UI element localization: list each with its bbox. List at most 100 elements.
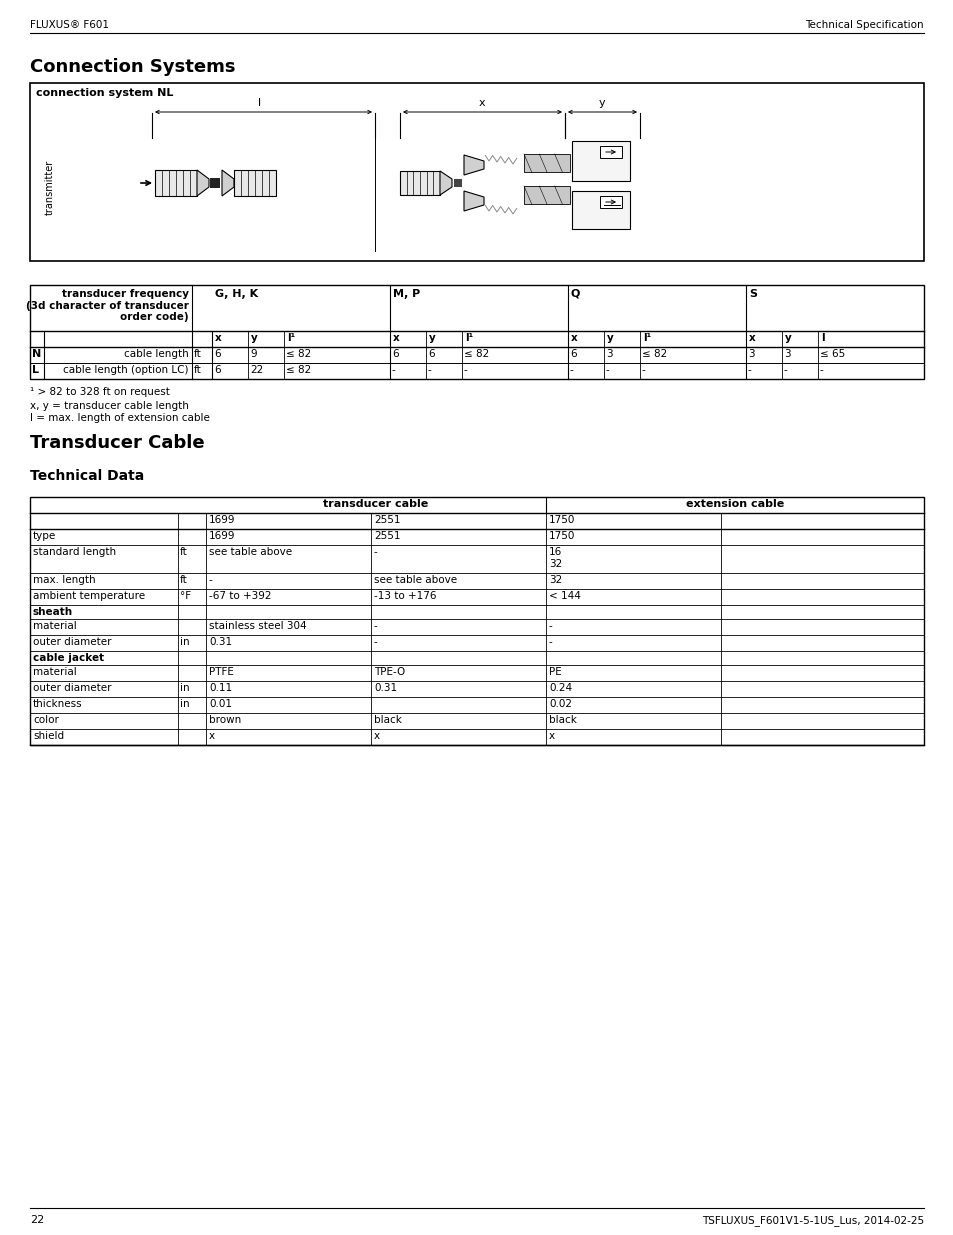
- Text: Connection Systems: Connection Systems: [30, 58, 235, 77]
- Text: connection system NL: connection system NL: [36, 88, 173, 98]
- Text: in: in: [180, 683, 190, 693]
- Text: l: l: [258, 98, 261, 107]
- Text: outer diameter: outer diameter: [33, 683, 112, 693]
- Text: l¹: l¹: [642, 333, 651, 343]
- Polygon shape: [439, 170, 452, 195]
- Text: cable jacket: cable jacket: [33, 653, 104, 663]
- Text: 1750: 1750: [548, 531, 575, 541]
- Bar: [30, 83, 923, 261]
- Bar: [399, 170, 439, 195]
- Text: black: black: [548, 715, 577, 725]
- Text: x, y = transducer cable length: x, y = transducer cable length: [30, 401, 189, 411]
- Text: brown: brown: [209, 715, 241, 725]
- Polygon shape: [196, 170, 209, 196]
- Text: -: -: [374, 637, 377, 647]
- Text: 0.31: 0.31: [374, 683, 396, 693]
- Text: 1699: 1699: [209, 515, 235, 525]
- Text: material: material: [33, 621, 76, 631]
- Text: y: y: [606, 333, 613, 343]
- Text: 0.01: 0.01: [209, 699, 232, 709]
- Text: y: y: [251, 333, 257, 343]
- Text: thickness: thickness: [33, 699, 83, 709]
- Text: -: -: [463, 366, 467, 375]
- Text: ≤ 82: ≤ 82: [286, 350, 311, 359]
- Text: 6: 6: [213, 366, 220, 375]
- Text: -: -: [548, 621, 552, 631]
- Text: 0.11: 0.11: [209, 683, 232, 693]
- Text: -: -: [820, 366, 822, 375]
- Text: -: -: [374, 621, 377, 631]
- Text: in: in: [180, 637, 190, 647]
- Text: 1699: 1699: [209, 531, 235, 541]
- Text: cable length (option LC): cable length (option LC): [64, 366, 189, 375]
- Text: l: l: [821, 333, 823, 343]
- Bar: [572, 191, 629, 228]
- Text: -: -: [428, 366, 432, 375]
- Text: < 144: < 144: [548, 592, 580, 601]
- Text: -67 to +392: -67 to +392: [209, 592, 272, 601]
- Text: TPE-O: TPE-O: [374, 667, 405, 677]
- Bar: [523, 186, 569, 204]
- Text: 22: 22: [30, 1215, 44, 1225]
- Text: °F: °F: [180, 592, 191, 601]
- Bar: [599, 196, 621, 207]
- Text: -: -: [783, 366, 787, 375]
- Text: x: x: [374, 731, 379, 741]
- Text: TSFLUXUS_F601V1-5-1US_Lus, 2014-02-25: TSFLUXUS_F601V1-5-1US_Lus, 2014-02-25: [701, 1215, 923, 1226]
- Text: -: -: [569, 366, 573, 375]
- Text: 32: 32: [548, 559, 561, 569]
- Text: S: S: [748, 289, 757, 299]
- Text: -: -: [209, 576, 213, 585]
- Bar: [572, 141, 629, 182]
- Text: type: type: [33, 531, 56, 541]
- Text: -: -: [374, 547, 377, 557]
- Text: L: L: [32, 366, 39, 375]
- Text: 6: 6: [428, 350, 435, 359]
- Bar: [30, 496, 923, 745]
- Text: x: x: [548, 731, 555, 741]
- Bar: [523, 154, 569, 172]
- Text: 0.02: 0.02: [548, 699, 572, 709]
- Text: transducer frequency
(3d character of transducer
order code): transducer frequency (3d character of tr…: [26, 289, 189, 322]
- Text: stainless steel 304: stainless steel 304: [209, 621, 306, 631]
- Text: ≤ 82: ≤ 82: [286, 366, 311, 375]
- Text: in: in: [180, 699, 190, 709]
- Text: 16: 16: [548, 547, 561, 557]
- Text: ambient temperature: ambient temperature: [33, 592, 145, 601]
- Text: 32: 32: [548, 576, 561, 585]
- Text: standard length: standard length: [33, 547, 116, 557]
- Text: 6: 6: [213, 350, 220, 359]
- Text: transmitter: transmitter: [45, 159, 55, 215]
- Bar: [454, 179, 461, 186]
- Text: Transducer Cable: Transducer Cable: [30, 433, 204, 452]
- Text: y: y: [784, 333, 791, 343]
- Text: outer diameter: outer diameter: [33, 637, 112, 647]
- Text: -: -: [392, 366, 395, 375]
- Text: sheath: sheath: [33, 606, 73, 618]
- Text: ft: ft: [180, 576, 188, 585]
- Bar: [210, 178, 220, 188]
- Text: cable length: cable length: [124, 350, 189, 359]
- Text: shield: shield: [33, 731, 64, 741]
- Text: ¹ > 82 to 328 ft on request: ¹ > 82 to 328 ft on request: [30, 387, 170, 396]
- Text: -: -: [605, 366, 609, 375]
- Text: PE: PE: [548, 667, 561, 677]
- Bar: [599, 146, 621, 158]
- Text: Technical Specification: Technical Specification: [804, 20, 923, 30]
- Text: M, P: M, P: [393, 289, 420, 299]
- Text: l = max. length of extension cable: l = max. length of extension cable: [30, 412, 210, 424]
- Text: y: y: [598, 98, 604, 107]
- Text: material: material: [33, 667, 76, 677]
- Text: max. length: max. length: [33, 576, 95, 585]
- Text: ft: ft: [193, 366, 201, 375]
- Text: ≤ 65: ≤ 65: [820, 350, 844, 359]
- Text: -: -: [548, 637, 552, 647]
- Text: color: color: [33, 715, 59, 725]
- Text: x: x: [209, 731, 214, 741]
- Polygon shape: [463, 156, 483, 175]
- Text: 3: 3: [747, 350, 754, 359]
- Polygon shape: [463, 191, 483, 211]
- Text: G, H, K: G, H, K: [214, 289, 258, 299]
- Text: 6: 6: [569, 350, 576, 359]
- Text: FLUXUS® F601: FLUXUS® F601: [30, 20, 109, 30]
